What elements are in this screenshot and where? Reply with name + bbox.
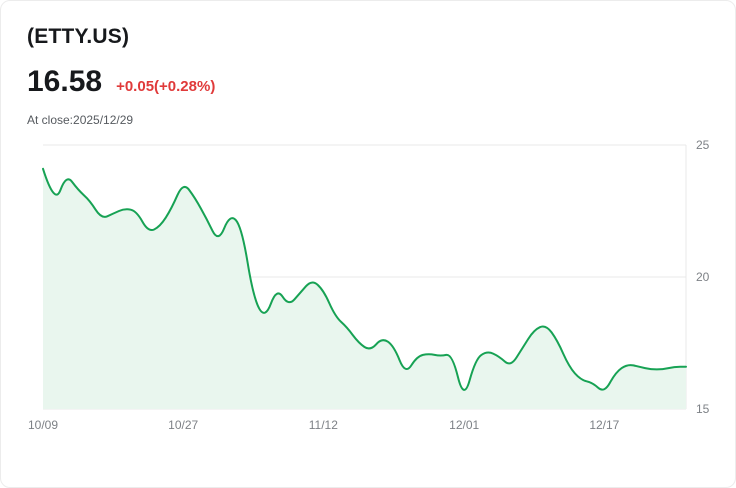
svg-text:11/12: 11/12: [309, 418, 338, 432]
svg-text:12/01: 12/01: [449, 418, 479, 432]
svg-text:20: 20: [696, 270, 710, 284]
svg-text:15: 15: [696, 402, 710, 416]
svg-text:12/17: 12/17: [589, 418, 619, 432]
price-row: 16.58 +0.05(+0.28%): [27, 65, 711, 99]
svg-text:10/09: 10/09: [28, 418, 58, 432]
ticker-title: (ETTY.US): [27, 25, 130, 48]
price-change: +0.05(+0.28%): [116, 78, 216, 95]
quote-header: (ETTY.US) 16.58 +0.05(+0.28%) At close:2…: [1, 1, 735, 127]
close-date-label: At close:2025/12/29: [27, 113, 134, 127]
price-chart-svg: 25 20 15 10/09 10/27 11/12 12/01 12/17: [28, 138, 710, 432]
last-price: 16.58: [27, 65, 103, 98]
svg-text:10/27: 10/27: [168, 418, 198, 432]
price-chart: 25 20 15 10/09 10/27 11/12 12/01 12/17: [1, 135, 735, 440]
svg-text:25: 25: [696, 138, 710, 152]
